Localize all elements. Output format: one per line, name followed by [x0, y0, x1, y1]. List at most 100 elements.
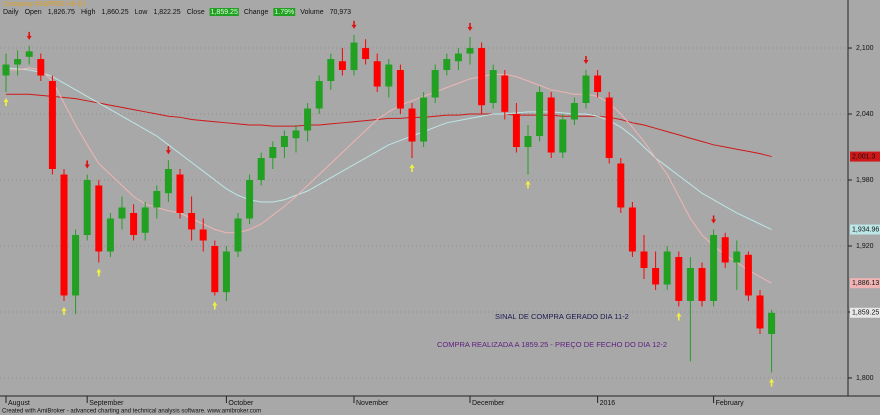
- candle-body: [663, 251, 671, 285]
- header-field: Low: [135, 9, 149, 16]
- candle-body: [710, 234, 718, 301]
- candle-body: [141, 207, 149, 233]
- sell-arrow: [583, 56, 589, 65]
- candle-body: [25, 51, 33, 57]
- candle-body: [72, 234, 80, 296]
- candle-body: [559, 119, 567, 153]
- candle-body: [536, 92, 544, 137]
- candle-body: [95, 185, 103, 252]
- buy-arrow: [409, 164, 415, 173]
- header-field: Open: [25, 9, 42, 16]
- annotation: COMPRA REALIZADA A 1859.25 - PREÇO DE FE…: [437, 340, 667, 349]
- buy-arrow: [61, 306, 67, 315]
- candle-body: [605, 97, 613, 159]
- candle-body: [686, 267, 694, 301]
- x-tick-label: September: [89, 400, 124, 407]
- candle-body: [744, 254, 752, 296]
- candle-body: [675, 256, 683, 301]
- x-tick-label: 2016: [600, 400, 616, 407]
- sell-arrow: [467, 23, 473, 32]
- header-field: Close: [187, 9, 205, 16]
- x-tick-label: August: [8, 400, 30, 407]
- candle-body: [257, 158, 265, 180]
- header-field: 1,826.75: [48, 9, 75, 16]
- sell-arrow: [351, 20, 357, 29]
- candle-body: [234, 218, 242, 252]
- y-tick-label: 1,920: [856, 243, 874, 250]
- candle-body: [570, 103, 578, 120]
- candle-body: [385, 64, 393, 87]
- candle-body: [640, 251, 648, 268]
- candle-body: [292, 130, 300, 139]
- buy-arrow: [3, 98, 9, 107]
- candle-body: [37, 59, 45, 76]
- candle-body: [327, 59, 335, 82]
- candle-body: [362, 48, 370, 60]
- candle-body: [48, 81, 56, 170]
- candle-body: [130, 212, 138, 235]
- candle-body: [106, 218, 114, 252]
- candle-body: [489, 70, 497, 104]
- x-tick-label: February: [716, 400, 745, 407]
- buy-arrow: [96, 268, 102, 277]
- candle-body: [652, 267, 660, 285]
- header-field: Daily: [3, 9, 19, 16]
- header-box: [209, 8, 239, 16]
- candle-body: [176, 174, 184, 213]
- moving-average: [5, 67, 772, 230]
- candle-body: [222, 251, 230, 293]
- candle-body: [153, 190, 161, 208]
- sell-arrow: [711, 215, 717, 224]
- candle-body: [304, 108, 312, 131]
- candle-body: [768, 312, 776, 334]
- last-value-label: 2,001.3: [852, 153, 875, 160]
- sell-arrow: [165, 146, 171, 155]
- y-tick-label: 1,800: [856, 375, 874, 382]
- candle-body: [188, 212, 196, 230]
- candle-body: [269, 147, 277, 159]
- candle-body: [524, 136, 532, 148]
- candle-body: [373, 61, 381, 87]
- buy-arrow: [676, 312, 682, 321]
- header-field: 1,860.25: [101, 9, 128, 16]
- candle-body: [582, 75, 590, 104]
- footer: Created with AmiBroker - advanced charti…: [2, 409, 261, 415]
- x-tick-label: November: [356, 400, 389, 407]
- candle-body: [628, 207, 636, 252]
- y-tick-label: 2,100: [856, 45, 874, 52]
- candle-body: [721, 237, 729, 263]
- candle-body: [478, 48, 486, 106]
- candle-body: [512, 114, 520, 148]
- candle-body: [408, 108, 416, 142]
- candle-body: [280, 136, 288, 148]
- header-field: Change: [244, 9, 269, 16]
- annotation: SINAL DE COMPRA GERADO DIA 11-2: [495, 312, 629, 321]
- candle-body: [466, 48, 474, 54]
- candle-body: [396, 70, 404, 109]
- candle-body: [246, 180, 254, 219]
- candle-body: [617, 163, 625, 208]
- header-box: [273, 8, 296, 16]
- last-value-tag: [850, 224, 880, 235]
- buy-arrow: [212, 301, 218, 310]
- last-value-label: 1,934.96: [852, 226, 879, 233]
- candle-body: [454, 53, 462, 62]
- candle-body: [431, 70, 439, 98]
- candle-body: [83, 180, 91, 235]
- candle-body: [338, 61, 346, 71]
- sell-arrow: [26, 31, 32, 40]
- candle-body: [118, 207, 126, 219]
- last-value-tag: [850, 307, 880, 318]
- header-field: High: [81, 9, 96, 16]
- candle-body: [547, 97, 555, 153]
- moving-average: [6, 93, 772, 158]
- candle-body: [594, 75, 602, 93]
- sell-arrow: [84, 160, 90, 169]
- header-field: 1,859.25: [211, 9, 238, 16]
- candle-body: [501, 75, 509, 112]
- header-field: Volume: [300, 9, 323, 16]
- last-value-label: 1,886.13: [852, 280, 879, 287]
- candle-body: [164, 169, 172, 194]
